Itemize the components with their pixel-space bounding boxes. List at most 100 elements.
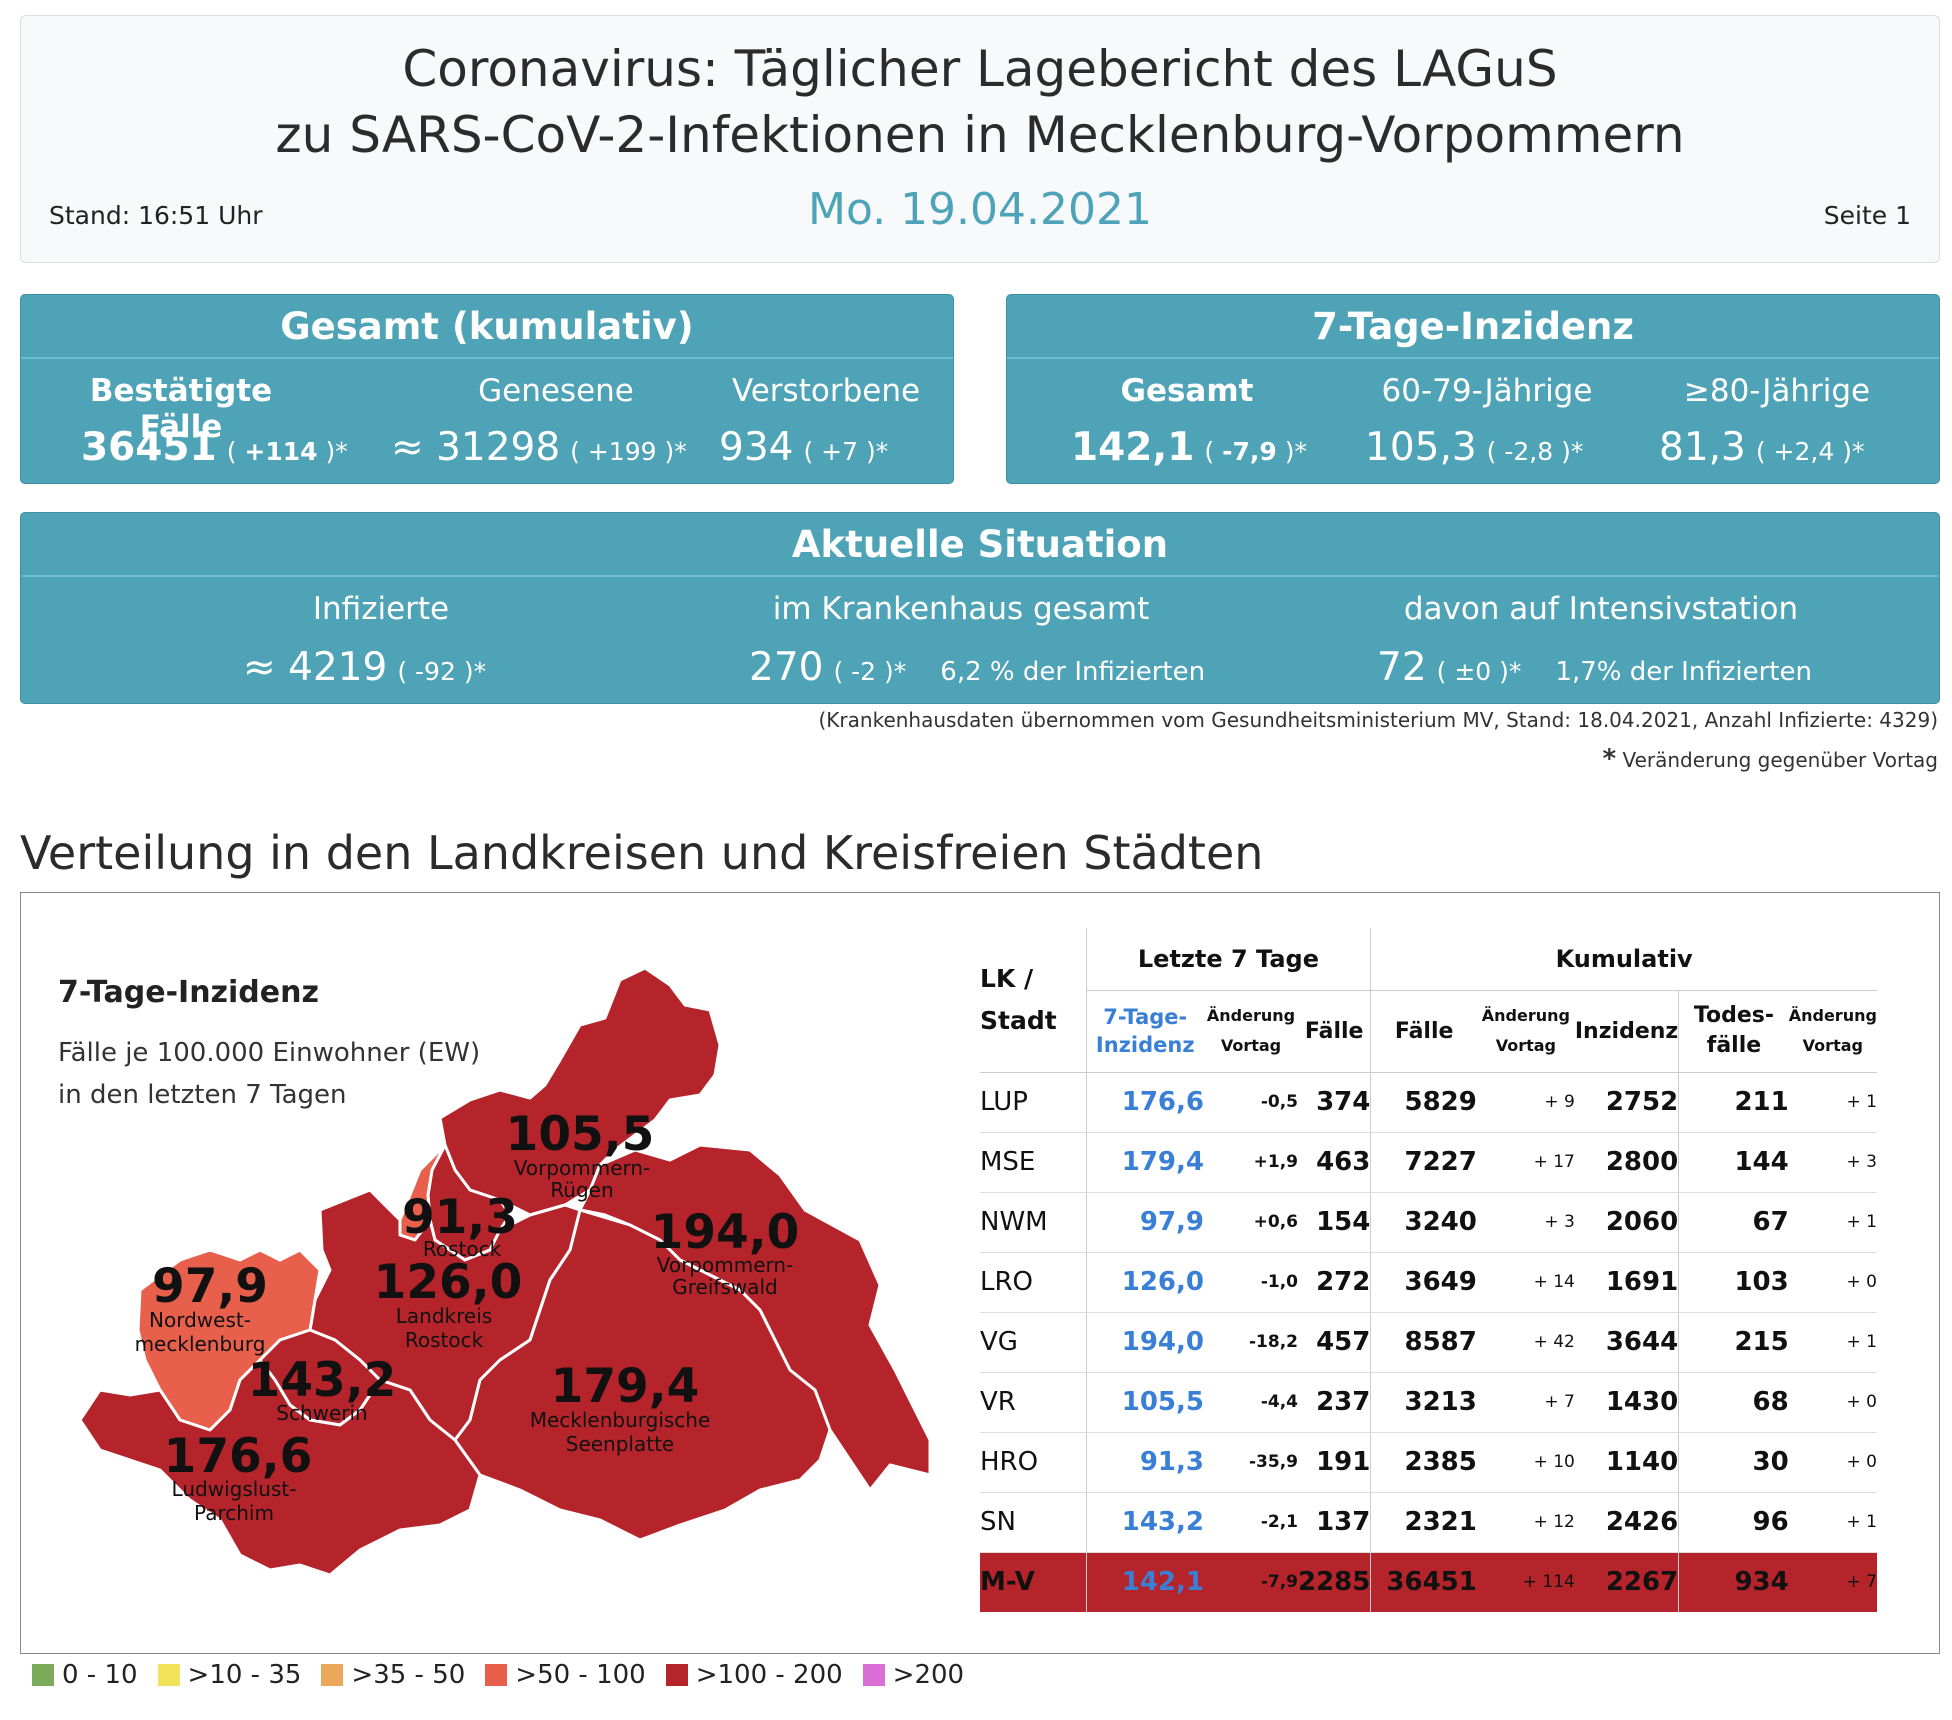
legend-item: >50 - 100	[485, 1660, 646, 1690]
cell-f-chg: + 9	[1476, 1072, 1575, 1133]
col-inzidenz7: 7-Tage- Inzidenz	[1085, 990, 1204, 1073]
verstorbene-label: Verstorbene	[731, 373, 921, 409]
intensiv-note: 1,7% der Infizierten	[1555, 657, 1812, 687]
intensiv-value: 72	[1377, 645, 1427, 690]
cell-name: LUP	[980, 1072, 1086, 1133]
col-aenderung-inz: Änderung Vortag	[1204, 990, 1298, 1073]
map-legend: 0 - 10 >10 - 35 >35 - 50 >50 - 100 >100 - 20…	[32, 1660, 964, 1690]
intensiv-label: davon auf Intensivstation	[1403, 591, 1799, 627]
cell-inz-chg: +1,9	[1204, 1132, 1298, 1193]
bestaetigte-value: 36451	[81, 425, 217, 470]
inz-60-value: 105,3	[1365, 425, 1477, 470]
label-lro-value: 126,0	[374, 1255, 523, 1310]
district-table: LK / Stadt Letzte 7 Tage Kumulativ 7-Tage…	[980, 928, 1877, 1612]
region-ludwigslust-parchim[interactable]	[78, 1358, 482, 1577]
cell-inzidenz: 3644	[1574, 1312, 1679, 1373]
cell-name: LRO	[980, 1252, 1086, 1313]
cell-tod-chg: + 1	[1788, 1072, 1877, 1133]
col-inzidenz-kum: Inzidenz	[1574, 990, 1679, 1073]
cell-tod-chg: + 0	[1788, 1372, 1877, 1433]
col-lk-line2: Stadt	[980, 1005, 1057, 1035]
inz-60-change: -2,8	[1504, 437, 1554, 466]
cell-inz: 176,6	[1085, 1072, 1204, 1133]
label-sn-value: 143,2	[248, 1353, 397, 1408]
col-lk-line1: LK /	[980, 963, 1034, 993]
label-vr-name1: Vorpommern-	[514, 1156, 651, 1180]
legend-swatch	[321, 1664, 344, 1686]
col-aenderung-tod: Änderung Vortag	[1788, 990, 1877, 1073]
cell-f7: 2285	[1298, 1552, 1371, 1612]
krankenhaus-value: 270	[749, 645, 824, 690]
cell-name: HRO	[980, 1432, 1086, 1493]
table-row: VG 194,0 -18,2 457 8587 + 42 3644 215 + 1	[980, 1312, 1877, 1373]
table-body: LUP 176,6 -0,5 374 5829 + 9 2752 211 + 1 MSE 179,4…	[980, 1072, 1877, 1612]
col-inz-line2: Inzidenz	[1095, 1033, 1195, 1057]
aktuell-box: Aktuelle Situation Infizierte ≈ 4219( -9…	[20, 512, 1940, 704]
intensiv-col: davon auf Intensivstation	[1381, 591, 1821, 627]
legend-label: >100 - 200	[695, 1660, 843, 1690]
cell-f-chg: + 10	[1476, 1432, 1575, 1493]
cell-f7: 374	[1298, 1072, 1371, 1133]
cell-f-chg: + 114	[1476, 1552, 1575, 1612]
cell-f7: 272	[1298, 1252, 1371, 1313]
col-faelle-kum: Fälle	[1370, 990, 1477, 1073]
krankenhaus-value-row: 270( -2 )* 6,2 % der Infizierten	[749, 645, 1206, 690]
col-aend2-line2: Vortag	[1495, 1036, 1557, 1055]
gesamt-title: Gesamt (kumulativ)	[21, 295, 953, 359]
label-lup-value: 176,6	[164, 1429, 313, 1484]
intensiv-value-row: 72( ±0 )* 1,7% der Infizierten	[1377, 645, 1812, 690]
label-hro-value: 91,3	[402, 1190, 518, 1245]
bestaetigte-value-row: 36451( +114 )*	[81, 425, 348, 470]
cell-f-chg: + 42	[1476, 1312, 1575, 1373]
cell-faelle: 3213	[1370, 1372, 1477, 1433]
krankenhaus-note: 6,2 % der Infizierten	[940, 657, 1206, 687]
cell-tod-chg: + 0	[1788, 1252, 1877, 1313]
legend-item: >35 - 50	[321, 1660, 465, 1690]
table-total-row: M-V 142,1 -7,9 2285 36451 + 114 2267 934 + 7	[980, 1552, 1877, 1612]
cell-inz: 194,0	[1085, 1312, 1204, 1373]
region-mecklenburgische-seenplatte[interactable]	[453, 1208, 832, 1542]
cell-inzidenz: 2267	[1574, 1552, 1679, 1612]
cell-tod-chg: + 1	[1788, 1192, 1877, 1253]
col-inz-line1: 7-Tage-	[1103, 1005, 1188, 1029]
table-row: SN 143,2 -2,1 137 2321 + 12 2426 96 + 1	[980, 1492, 1877, 1553]
cell-f7: 137	[1298, 1492, 1371, 1553]
cell-faelle: 36451	[1370, 1552, 1477, 1612]
inz-80-change: +2,4	[1773, 437, 1835, 466]
inz-gesamt-value: 142,1	[1071, 425, 1195, 470]
col-todesfaelle: Todes-fälle	[1678, 990, 1789, 1073]
cell-name: VG	[980, 1312, 1086, 1373]
cell-inzidenz: 2426	[1574, 1492, 1679, 1553]
label-vg-value: 194,0	[651, 1205, 800, 1260]
cell-tod-chg: + 0	[1788, 1432, 1877, 1493]
veraenderung-text: Veränderung gegenüber Vortag	[1622, 748, 1938, 772]
legend-item: >100 - 200	[665, 1660, 843, 1690]
legend-label: >35 - 50	[351, 1660, 466, 1690]
cell-faelle: 3240	[1370, 1192, 1477, 1253]
cell-tod: 67	[1678, 1192, 1789, 1253]
cell-inzidenz: 1140	[1574, 1432, 1679, 1493]
cell-faelle: 8587	[1370, 1312, 1477, 1373]
verstorbene-value-row: 934( +7 )*	[719, 425, 889, 470]
region-vorpommern-ruegen[interactable]	[438, 966, 722, 1217]
cell-f7: 191	[1298, 1432, 1371, 1493]
cell-inzidenz: 2800	[1574, 1132, 1679, 1193]
cell-inzidenz: 2060	[1574, 1192, 1679, 1253]
veraenderung-footnote: * Veränderung gegenüber Vortag	[1603, 744, 1939, 774]
col-aend1-line1: Änderung	[1206, 1006, 1296, 1025]
aktuell-title: Aktuelle Situation	[21, 513, 1939, 577]
label-nwm-name1: Nordwest-	[149, 1308, 251, 1332]
gesamt-box: Gesamt (kumulativ) Bestätigte Fälle 3645…	[20, 294, 954, 484]
inz-80-value-row: 81,3( +2,4 )*	[1659, 425, 1865, 470]
table-group-header: LK / Stadt Letzte 7 Tage Kumulativ	[980, 928, 1877, 1073]
label-lro-name1: Landkreis	[396, 1304, 492, 1328]
inz-80-label: ≥80-Jährige	[1683, 373, 1871, 409]
infizierte-value: ≈ 4219	[243, 645, 388, 690]
group-kumulativ: Kumulativ	[1370, 928, 1877, 991]
col-aend2-line1: Änderung	[1481, 1006, 1570, 1025]
cell-faelle: 7227	[1370, 1132, 1477, 1193]
genesene-label: Genesene	[478, 373, 634, 409]
label-vr-value: 105,5	[506, 1107, 655, 1162]
col-aenderung-faelle: Änderung Vortag	[1476, 990, 1575, 1073]
section-title: Verteilung in den Landkreisen und Kreisf…	[20, 826, 1264, 880]
